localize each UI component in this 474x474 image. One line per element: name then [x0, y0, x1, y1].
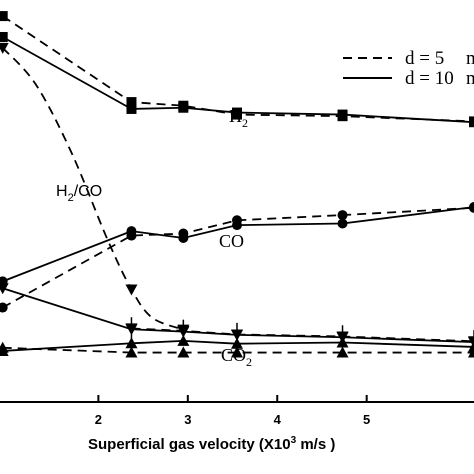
annotation-co2-sub: 2: [246, 355, 252, 369]
series-co-dashed-marker: [337, 210, 348, 221]
series-low-dashed-marker: [177, 346, 190, 358]
series-low-dashed-marker: [468, 346, 474, 358]
series-h2co-dashed-marker: [125, 284, 138, 296]
plot-area: [0, 11, 474, 358]
series-h2-dashed-marker: [0, 11, 8, 22]
series-h2-solid-marker: [337, 109, 348, 120]
annotation-co: CO: [219, 231, 244, 251]
annotation-h2-sub: 2: [242, 116, 248, 130]
x-axis-label: Superficial gas velocity (X103 m/s ): [88, 435, 335, 453]
annotation-h2: H2: [229, 106, 248, 130]
annotation-co2-base: CO: [221, 345, 246, 365]
annotation-h2co-base: H: [56, 183, 68, 200]
x-axis-label-sup: 3: [291, 435, 297, 446]
series-h2-solid: [0, 31, 474, 128]
series-co-solid-marker: [178, 232, 189, 243]
series-h2co-dashed-line: [2, 47, 184, 331]
series-low-dashed: [0, 341, 474, 358]
x-axis: 2 3 4 5: [0, 395, 474, 427]
annotation-h2-base: H: [229, 106, 242, 126]
series-h2co-dashed-marker: [0, 42, 9, 54]
series-low-solid-line: [2, 339, 474, 352]
series-h2-solid-marker: [469, 117, 474, 128]
series-low-dashed-marker: [231, 346, 243, 358]
x-tick-label: 3: [184, 412, 191, 427]
series-low-solid-marker: [125, 337, 138, 349]
series-co-dashed: [0, 202, 474, 313]
series-co-dashed-line: [2, 206, 474, 309]
series-h2-solid-line: [2, 36, 474, 124]
series-low-dashed-line: [2, 346, 474, 354]
series-co-solid-marker: [232, 220, 242, 231]
x-axis-label-unit: m/s ): [296, 436, 335, 453]
series-co-solid-marker: [337, 218, 348, 229]
series-co-dashed-marker: [0, 302, 8, 313]
legend-label-solid: d = 10: [405, 68, 454, 89]
x-tick-label: 2: [95, 412, 102, 427]
series-h2-solid-marker: [126, 103, 137, 114]
legend-suffix-solid: m: [466, 68, 474, 89]
series-h2-dashed-marker: [126, 97, 137, 108]
annotation-h2co-sub: 2: [68, 192, 74, 204]
annotation-h2co: H2/CO: [56, 183, 102, 204]
annotation-co2: CO2: [221, 345, 252, 369]
legend-label-dashed: d = 5: [405, 48, 444, 69]
series-h2-solid-marker: [178, 102, 189, 113]
series-co-solid-line: [2, 206, 474, 283]
series-co-solid-marker: [469, 202, 474, 213]
x-tick-label: 5: [363, 412, 370, 427]
legend: d = 5 m d = 10 m: [343, 48, 474, 89]
series-co2-solid-marker: [0, 283, 9, 295]
x-axis-label-main: Superficial gas velocity (X10: [88, 436, 291, 453]
series-h2-solid-marker: [0, 31, 8, 42]
legend-suffix-dashed: m: [466, 48, 474, 69]
series-low-dashed-marker: [336, 346, 349, 358]
series-low-dashed-marker: [125, 346, 138, 358]
annotation-h2co-rest: /CO: [74, 183, 102, 200]
x-tick-label: 4: [274, 412, 282, 427]
series-low-dashed-marker: [0, 341, 9, 353]
series-co-solid: [0, 202, 474, 287]
series-co-solid-marker: [126, 226, 137, 237]
series-h2-solid-marker: [232, 107, 242, 118]
series-low-solid-marker: [468, 340, 474, 352]
co2-error-bars: [130, 317, 474, 353]
